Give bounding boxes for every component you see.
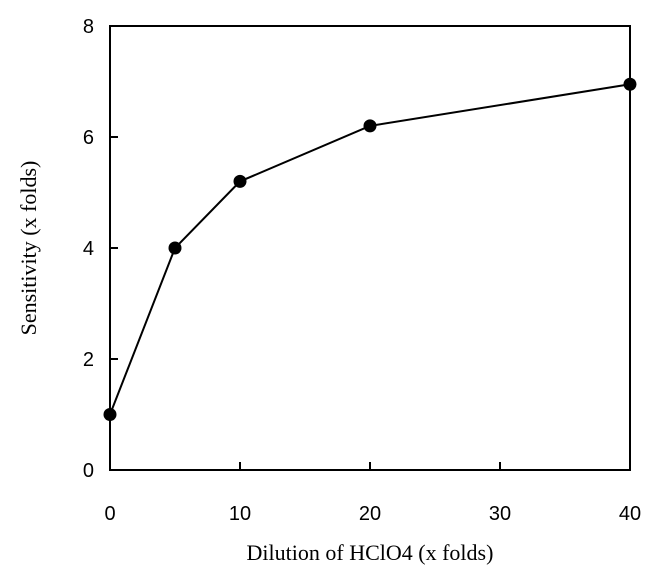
x-axis-ticks: 0 10 20 30 40	[104, 462, 641, 525]
data-point	[168, 241, 182, 255]
series-layer	[103, 77, 637, 421]
plot-frame	[109, 25, 631, 471]
data-point	[623, 77, 637, 91]
y-axis-ticks: 0 2 4 6 8	[83, 16, 118, 482]
x-axis-title: Dilution of HClO4 (x folds)	[247, 540, 494, 565]
y-tick-label: 8	[83, 16, 94, 38]
x-tick-label: 30	[489, 503, 511, 525]
x-tick-label: 40	[619, 503, 641, 525]
series-line	[109, 83, 631, 415]
y-tick-label: 0	[83, 460, 94, 482]
x-tick-label: 20	[359, 503, 381, 525]
data-point	[103, 408, 117, 421]
x-tick-label: 0	[104, 503, 115, 525]
y-tick-label: 2	[83, 349, 94, 371]
data-point	[363, 119, 377, 133]
data-point	[233, 174, 247, 188]
y-tick-label: 6	[83, 127, 94, 149]
y-tick-label: 4	[83, 238, 94, 260]
y-axis-title: Sensitivity (x folds)	[16, 161, 41, 336]
x-tick-label: 10	[229, 503, 251, 525]
